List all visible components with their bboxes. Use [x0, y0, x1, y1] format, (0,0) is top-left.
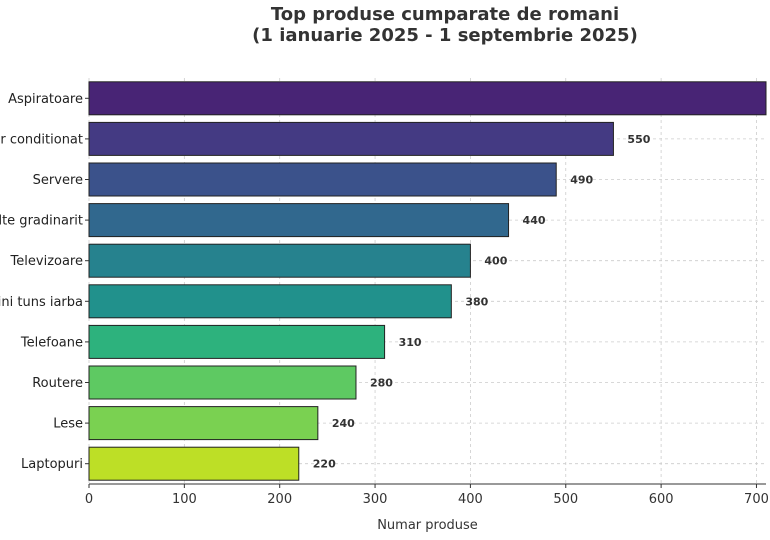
bar	[88, 243, 471, 278]
data-label: 380	[465, 295, 488, 308]
bar	[88, 81, 767, 116]
x-tick-label: 0	[85, 492, 93, 507]
data-label: 400	[484, 255, 507, 268]
category-label: Servere	[33, 173, 83, 188]
data-label: 220	[313, 458, 336, 471]
bar	[88, 284, 452, 319]
bar	[88, 446, 300, 481]
category-label: Masini tuns iarba	[0, 295, 83, 310]
x-tick-label: 700	[744, 492, 769, 507]
data-label: 440	[523, 214, 546, 227]
x-tick-label: 100	[172, 492, 197, 507]
chart-title-line1: Top produse cumparate de romani	[270, 4, 620, 25]
data-label: 240	[332, 417, 355, 430]
category-label: Telefoane	[20, 335, 83, 350]
bar	[88, 365, 357, 400]
data-label: 550	[627, 133, 650, 146]
x-tick-label: 400	[458, 492, 483, 507]
x-axis-title: Numar produse	[377, 518, 478, 533]
bar	[88, 203, 510, 238]
category-label: Aspiratoare	[8, 92, 83, 107]
data-label: 490	[570, 174, 593, 187]
chart-title-line2: (1 ianuarie 2025 - 1 septembrie 2025)	[252, 25, 638, 46]
bar	[88, 121, 614, 156]
bar	[88, 406, 319, 441]
data-label: 280	[370, 377, 393, 390]
category-label: Lese	[53, 417, 83, 432]
category-label: Aer conditionat	[0, 132, 83, 147]
x-tick-label: 600	[649, 492, 674, 507]
category-label: Unelte gradinarit	[0, 214, 83, 229]
bar	[88, 162, 557, 197]
chart-title: Top produse cumparate de romani (1 ianua…	[0, 4, 770, 46]
bar	[88, 324, 386, 359]
category-label: Laptopuri	[21, 457, 83, 472]
data-label: 310	[399, 336, 422, 349]
category-label: Televizoare	[10, 254, 83, 269]
x-tick-label: 200	[267, 492, 292, 507]
category-label: Routere	[32, 376, 83, 391]
x-tick-label: 500	[553, 492, 578, 507]
x-tick-label: 300	[363, 492, 388, 507]
